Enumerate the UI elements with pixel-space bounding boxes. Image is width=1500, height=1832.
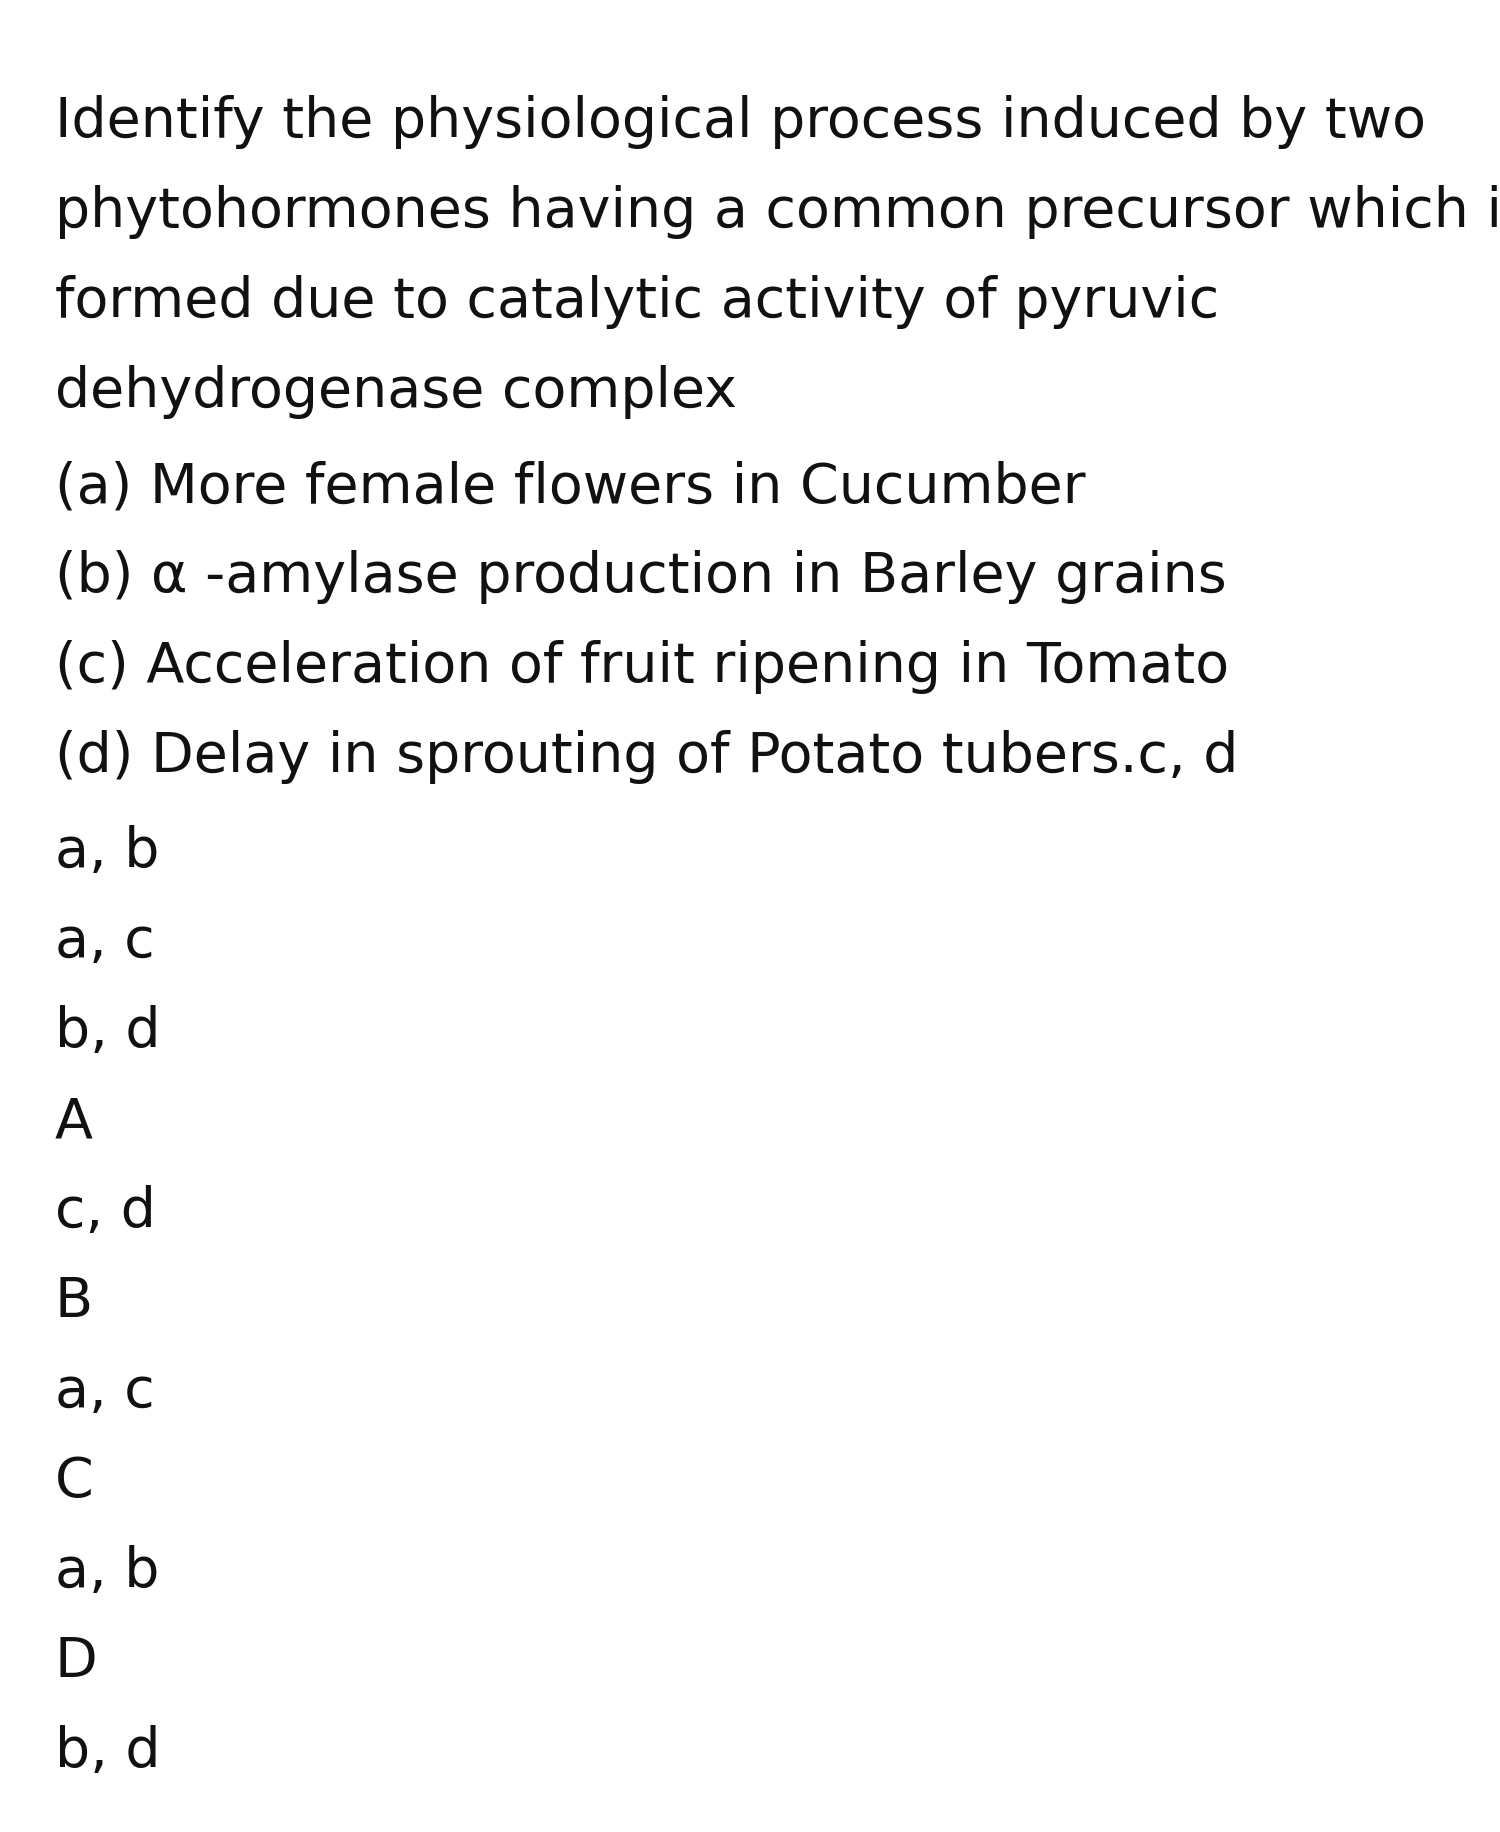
Text: A: A	[56, 1096, 93, 1149]
Text: b, d: b, d	[56, 1726, 160, 1779]
Text: dehydrogenase complex: dehydrogenase complex	[56, 365, 736, 420]
Text: formed due to catalytic activity of pyruvic: formed due to catalytic activity of pyru…	[56, 275, 1219, 330]
Text: D: D	[56, 1634, 98, 1689]
Text: b, d: b, d	[56, 1006, 160, 1059]
Text: a, c: a, c	[56, 914, 154, 969]
Text: C: C	[56, 1455, 93, 1510]
Text: Identify the physiological process induced by two: Identify the physiological process induc…	[56, 95, 1426, 148]
Text: a, b: a, b	[56, 824, 159, 879]
Text: (d) Delay in sprouting of Potato tubers.c, d: (d) Delay in sprouting of Potato tubers.…	[56, 729, 1239, 784]
Text: a, b: a, b	[56, 1544, 159, 1599]
Text: (c) Acceleration of fruit ripening in Tomato: (c) Acceleration of fruit ripening in To…	[56, 639, 1228, 694]
Text: a, c: a, c	[56, 1365, 154, 1420]
Text: c, d: c, d	[56, 1185, 156, 1238]
Text: (b) α -amylase production in Barley grains: (b) α -amylase production in Barley grai…	[56, 550, 1227, 605]
Text: B: B	[56, 1275, 93, 1328]
Text: phytohormones having a common precursor which is: phytohormones having a common precursor …	[56, 185, 1500, 238]
Text: (a) More female flowers in Cucumber: (a) More female flowers in Cucumber	[56, 460, 1086, 515]
